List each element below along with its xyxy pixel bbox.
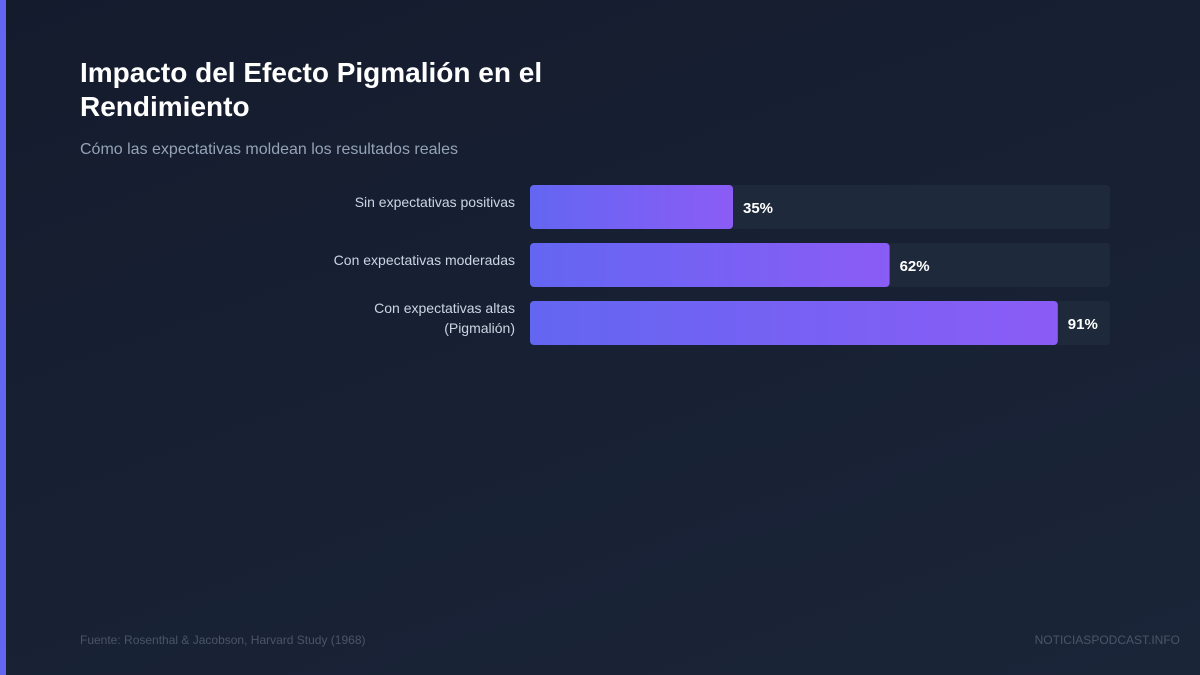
bar [530,185,733,229]
accent-bar [0,0,6,675]
bar [530,243,890,287]
page-subtitle: Cómo las expectativas moldean los result… [80,141,458,158]
category-label-line: Con expectativas altas [374,300,515,316]
category-label: Con expectativas moderadas [334,252,515,268]
value-label: 35% [743,200,773,217]
brand-link[interactable]: NOTICIASPODCAST.INFO [1034,633,1180,647]
source-note: Fuente: Rosenthal & Jacobson, Harvard St… [80,633,366,647]
category-label: Sin expectativas positivas [355,194,515,210]
category-label-line: Con expectativas moderadas [334,252,515,268]
category-label: Con expectativas altas (Pigmalión) [374,300,515,336]
category-label-line: Sin expectativas positivas [355,194,515,210]
value-label: 62% [900,258,930,275]
page-title: Impacto del Efecto Pigmalión en el Rendi… [80,57,543,122]
category-label-line: (Pigmalión) [444,320,515,336]
value-label: 91% [1068,316,1098,333]
bar [530,301,1058,345]
